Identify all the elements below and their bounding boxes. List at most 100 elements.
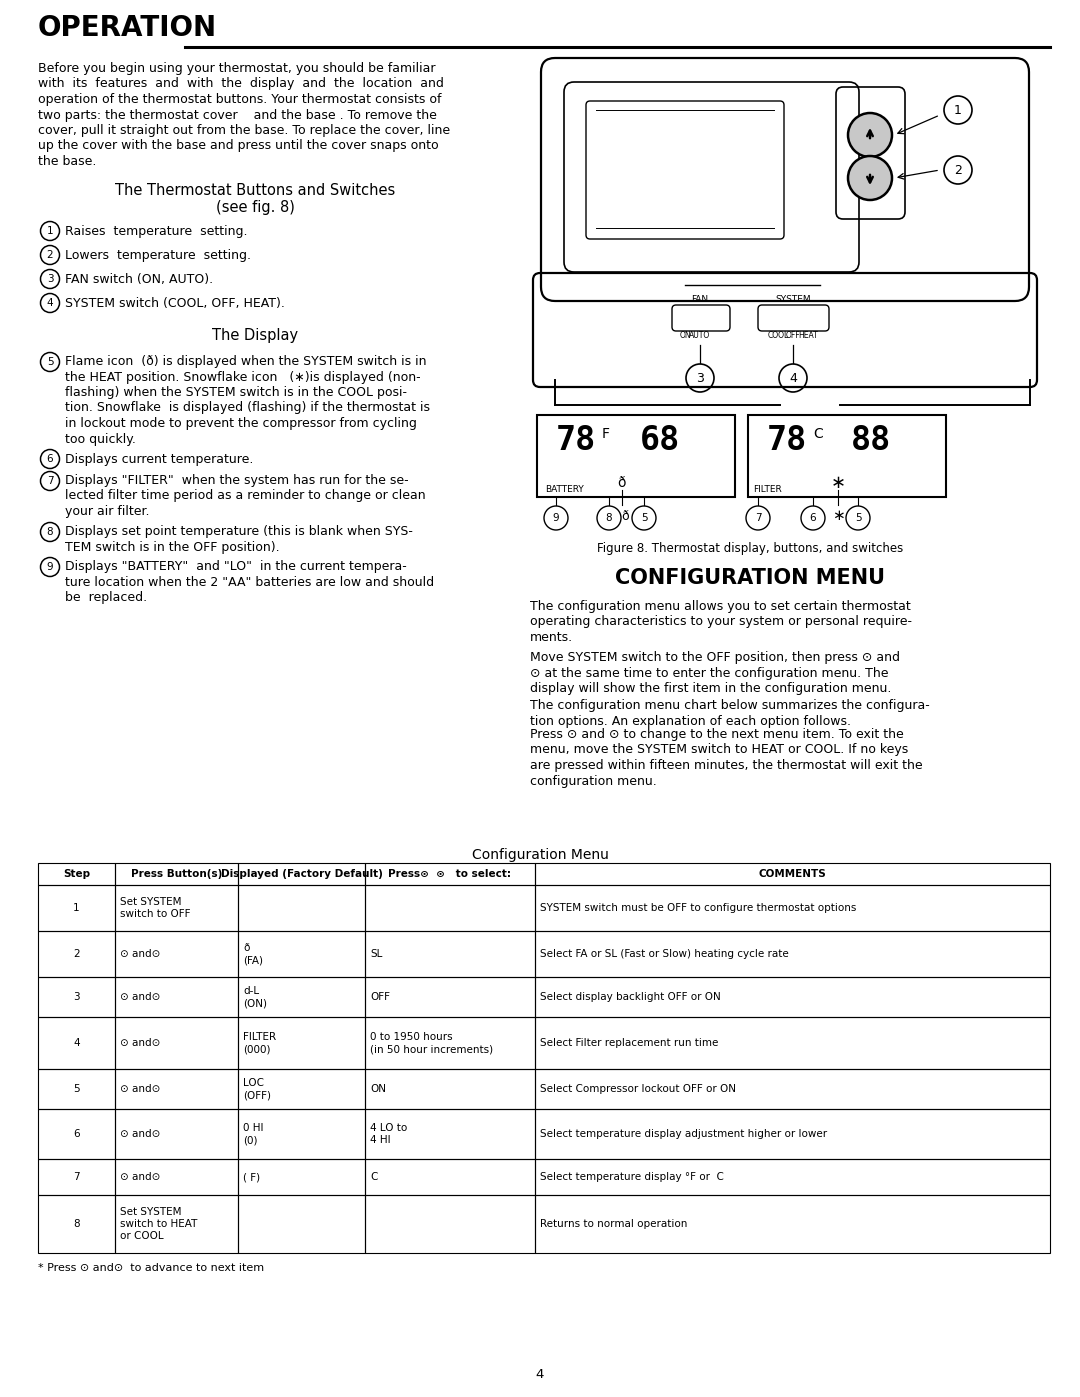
Text: Displays "BATTERY"  and "LO"  in the current tempera-: Displays "BATTERY" and "LO" in the curre…: [65, 560, 407, 573]
Text: 2: 2: [73, 949, 80, 958]
Text: Select display backlight OFF or ON: Select display backlight OFF or ON: [540, 992, 720, 1002]
Text: COOL: COOL: [768, 331, 789, 341]
Text: 3: 3: [697, 372, 704, 384]
Bar: [114, 863, 238, 886]
Text: ⊙ and⊙: ⊙ and⊙: [120, 1038, 160, 1048]
Text: 5: 5: [640, 513, 647, 522]
Text: tion. Snowflake  is displayed (flashing) if the thermostat is: tion. Snowflake is displayed (flashing) …: [65, 401, 430, 415]
Text: ⊙ and⊙: ⊙ and⊙: [120, 949, 160, 958]
Bar: [238, 1160, 365, 1194]
Text: Select temperature display adjustment higher or lower: Select temperature display adjustment hi…: [540, 1129, 827, 1139]
Text: be  replaced.: be replaced.: [65, 591, 147, 604]
Bar: [38, 863, 114, 886]
Text: OPERATION: OPERATION: [38, 14, 217, 42]
Text: ∗: ∗: [831, 474, 846, 492]
Text: 2: 2: [46, 250, 53, 260]
Bar: [748, 415, 946, 497]
Bar: [238, 1017, 365, 1069]
Bar: [38, 1109, 114, 1160]
Text: The Thermostat Buttons and Switches: The Thermostat Buttons and Switches: [114, 183, 395, 198]
Text: The Display: The Display: [212, 328, 298, 344]
Text: 4: 4: [789, 372, 797, 384]
Text: F: F: [602, 427, 610, 441]
Text: ⊙ and⊙: ⊙ and⊙: [120, 992, 160, 1002]
Text: SYSTEM switch (COOL, OFF, HEAT).: SYSTEM switch (COOL, OFF, HEAT).: [65, 296, 285, 310]
Text: (see fig. 8): (see fig. 8): [216, 200, 295, 215]
Text: the base.: the base.: [38, 155, 96, 168]
Bar: [535, 1069, 1050, 1109]
Bar: [535, 1194, 1050, 1253]
Text: Select FA or SL (Fast or Slow) heating cycle rate: Select FA or SL (Fast or Slow) heating c…: [540, 949, 788, 958]
Text: Select Compressor lockout OFF or ON: Select Compressor lockout OFF or ON: [540, 1084, 735, 1094]
Text: 0 to 1950 hours
(in 50 hour increments): 0 to 1950 hours (in 50 hour increments): [370, 1032, 494, 1055]
Text: two parts: the thermostat cover    and the base . To remove the: two parts: the thermostat cover and the …: [38, 109, 437, 122]
Circle shape: [848, 156, 892, 200]
Text: Displayed (Factory Default): Displayed (Factory Default): [220, 869, 382, 879]
Text: 6: 6: [46, 454, 53, 464]
Text: lected filter time period as a reminder to change or clean: lected filter time period as a reminder …: [65, 489, 426, 503]
Text: 88: 88: [851, 425, 891, 457]
Text: 4: 4: [73, 1038, 80, 1048]
Bar: [365, 930, 535, 977]
Bar: [365, 977, 535, 1017]
Text: 3: 3: [73, 992, 80, 1002]
Text: The configuration menu allows you to set certain thermostat: The configuration menu allows you to set…: [530, 599, 910, 613]
Text: The configuration menu chart below summarizes the configura-: The configuration menu chart below summa…: [530, 698, 930, 712]
Text: 78: 78: [767, 425, 807, 457]
Text: Press⊙  ⊙   to select:: Press⊙ ⊙ to select:: [389, 869, 512, 879]
Bar: [114, 977, 238, 1017]
Text: Press ⊙ and ⊙ to change to the next menu item. To exit the: Press ⊙ and ⊙ to change to the next menu…: [530, 728, 904, 740]
Text: Select Filter replacement run time: Select Filter replacement run time: [540, 1038, 718, 1048]
Text: 1: 1: [73, 902, 80, 914]
Text: too quickly.: too quickly.: [65, 433, 136, 446]
Text: 5: 5: [46, 358, 53, 367]
Bar: [114, 930, 238, 977]
Text: are pressed within fifteen minutes, the thermostat will exit the: are pressed within fifteen minutes, the …: [530, 759, 922, 773]
Text: with  its  features  and  with  the  display  and  the  location  and: with its features and with the display a…: [38, 77, 444, 91]
Text: d-L
(ON): d-L (ON): [243, 986, 267, 1009]
Text: ( F): ( F): [243, 1172, 260, 1182]
Text: 8: 8: [606, 513, 612, 522]
Bar: [535, 1160, 1050, 1194]
Text: Raises  temperature  setting.: Raises temperature setting.: [65, 225, 247, 237]
Text: COMMENTS: COMMENTS: [758, 869, 826, 879]
Text: SL: SL: [370, 949, 382, 958]
Text: cover, pull it straight out from the base. To replace the cover, line: cover, pull it straight out from the bas…: [38, 124, 450, 137]
Bar: [238, 930, 365, 977]
Text: Select temperature display °F or  C: Select temperature display °F or C: [540, 1172, 724, 1182]
Bar: [238, 1109, 365, 1160]
Text: C: C: [813, 427, 823, 441]
Text: ð: ð: [618, 476, 626, 490]
Text: Before you begin using your thermostat, you should be familiar: Before you begin using your thermostat, …: [38, 61, 435, 75]
Text: 7: 7: [755, 513, 761, 522]
Text: 5: 5: [854, 513, 862, 522]
Text: your air filter.: your air filter.: [65, 504, 149, 518]
Bar: [238, 1069, 365, 1109]
Bar: [114, 886, 238, 930]
Bar: [365, 886, 535, 930]
Text: ⊙ and⊙: ⊙ and⊙: [120, 1172, 160, 1182]
Text: SYSTEM switch must be OFF to configure thermostat options: SYSTEM switch must be OFF to configure t…: [540, 902, 856, 914]
Bar: [38, 1194, 114, 1253]
Text: the HEAT position. Snowflake icon   (∗)is displayed (non-: the HEAT position. Snowflake icon (∗)is …: [65, 370, 420, 384]
Text: 1: 1: [954, 103, 962, 116]
Bar: [114, 1017, 238, 1069]
Text: 4 LO to
4 HI: 4 LO to 4 HI: [370, 1123, 407, 1146]
Text: operating characteristics to your system or personal require-: operating characteristics to your system…: [530, 616, 912, 629]
Bar: [365, 1017, 535, 1069]
Text: tion options. An explanation of each option follows.: tion options. An explanation of each opt…: [530, 714, 851, 728]
Text: Figure 8. Thermostat display, buttons, and switches: Figure 8. Thermostat display, buttons, a…: [597, 542, 903, 555]
Text: AUTO: AUTO: [689, 331, 711, 341]
Text: ð
(FA): ð (FA): [243, 943, 264, 965]
Bar: [535, 863, 1050, 886]
Text: 5: 5: [73, 1084, 80, 1094]
Text: 7: 7: [46, 476, 53, 486]
Text: 8: 8: [46, 527, 53, 536]
Text: FAN switch (ON, AUTO).: FAN switch (ON, AUTO).: [65, 272, 213, 285]
Text: Step: Step: [63, 869, 90, 879]
Bar: [365, 1109, 535, 1160]
Text: Press Button(s): Press Button(s): [131, 869, 222, 879]
Bar: [535, 886, 1050, 930]
Text: HEAT: HEAT: [798, 331, 818, 341]
Bar: [114, 1069, 238, 1109]
